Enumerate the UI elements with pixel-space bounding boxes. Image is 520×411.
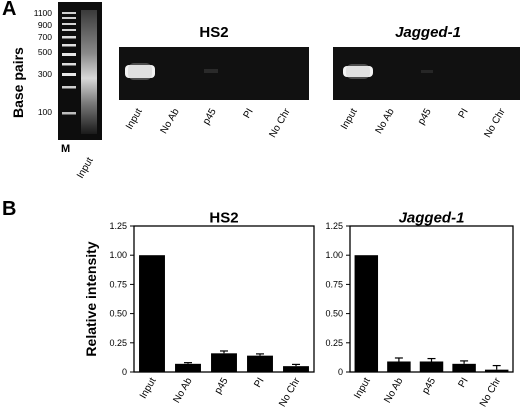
marker-tick-1100: 1100 — [33, 8, 52, 18]
gel-jagged-1-band-p45 — [421, 70, 433, 73]
ladder-lane-label-m: M — [61, 143, 71, 155]
chart-jagged-1-category-label-3: PI — [456, 376, 470, 390]
input-smear-lane — [81, 10, 97, 134]
chart-hs2: HS2 Relative intensity 0 0.25 0.50 0.75 1.00 1.… — [83, 210, 315, 409]
marker-tick-700: 700 — [37, 32, 52, 42]
chart-jagged-1-category-label-1: No Ab — [382, 376, 405, 405]
gel-hs2-lane-no-chr: No Chr — [267, 106, 293, 140]
gel-jagged-1-lane-no-ab: No Ab — [373, 106, 397, 136]
gel-hs2-lane-labels: Input No Ab p45 PI No Chr — [80, 104, 310, 164]
gel-title-jagged-1: Jagged-1 — [395, 24, 461, 41]
chart-jagged-1-ytick-label-3: 0.75 — [325, 279, 343, 289]
chart-hs2-ytick-label-4: 1.00 — [109, 250, 127, 260]
chart-jagged-1-title: Jagged-1 — [399, 210, 465, 226]
gel-jagged-1-lane-pi: PI — [456, 106, 471, 121]
chart-jagged-1-ytick-label-1: 0.25 — [325, 338, 343, 348]
chart-hs2-category-label-2: p45 — [213, 376, 231, 396]
gel-title-hs2: HS2 — [199, 24, 229, 41]
marker-tick-300: 300 — [37, 69, 52, 79]
gel-hs2-band-p45 — [204, 69, 218, 73]
panel-a-letter: A — [2, 0, 17, 20]
chart-jagged-1-ytick-label-0: 0 — [338, 367, 343, 377]
marker-tick-100: 100 — [37, 107, 52, 117]
chart-hs2-bar-1 — [175, 363, 201, 372]
chart-hs2-category-label-4: No Chr — [277, 375, 303, 409]
chart-jagged-1-bar-3 — [452, 363, 476, 372]
gel-hs2-lane-p45: p45 — [200, 106, 219, 127]
gel-jagged-1-band-input — [343, 66, 373, 77]
chart-hs2-bar-3 — [247, 355, 273, 372]
chart-hs2-title: HS2 — [209, 210, 238, 226]
ladder-bands — [62, 12, 76, 115]
chart-hs2-ytick-label-2: 0.50 — [109, 309, 127, 319]
chart-jagged-1-bar-4 — [484, 369, 509, 372]
bar-charts: HS2 Relative intensity 0 0.25 0.50 0.75 1.00 1.… — [83, 210, 514, 409]
chart-hs2-ytick-label-1: 0.25 — [109, 338, 127, 348]
chart-jagged-1-category-label-2: p45 — [420, 376, 438, 396]
gel-hs2 — [119, 47, 309, 100]
chart-jagged-1-bar-1 — [387, 361, 411, 372]
chart-hs2-ylabel: Relative intensity — [83, 241, 99, 356]
chart-jagged-1-ytick-label-5: 1.25 — [325, 221, 343, 231]
chart-hs2-ytick-label-3: 0.75 — [109, 279, 127, 289]
chart-hs2-category-label-1: No Ab — [171, 376, 194, 405]
chart-hs2-bar-2 — [211, 353, 237, 372]
marker-tick-500: 500 — [37, 47, 52, 57]
chart-hs2-bar-0 — [139, 255, 165, 372]
gel-jagged-1-lane-labels: Input No Ab p45 PI No Chr — [295, 104, 520, 164]
chart-hs2-category-label-3: PI — [252, 376, 266, 390]
chart-hs2-ytick-label-5: 1.25 — [109, 221, 127, 231]
chart-jagged-1-ytick-label-2: 0.50 — [325, 309, 343, 319]
gel-hs2-lane-pi: PI — [241, 106, 256, 121]
chart-jagged-1-bar-2 — [419, 361, 444, 372]
marker-tick-900: 900 — [37, 20, 52, 30]
chart-jagged-1-category-label-4: No Chr — [478, 375, 504, 409]
chart-hs2-category-label-0: Input — [138, 376, 159, 401]
chart-jagged-1: Jagged-1 0 0.25 0.50 0.75 1.00 1.25 Input No Ab p… — [325, 210, 514, 409]
chart-jagged-1-ytick-label-4: 1.00 — [325, 250, 343, 260]
gel-hs2-band-input — [125, 65, 155, 78]
chart-jagged-1-bar-0 — [354, 255, 379, 372]
marker-tick-labels: 1100 900 700 500 300 100 — [18, 0, 58, 140]
gel-hs2-lane-input: Input — [124, 106, 145, 132]
panel-b-letter: B — [2, 198, 17, 220]
gel-jagged-1-lane-input: Input — [339, 106, 360, 132]
gel-hs2-lane-no-ab: No Ab — [158, 106, 182, 136]
chart-hs2-ytick-label-0: 0 — [122, 367, 127, 377]
gel-jagged-1-lane-no-chr: No Chr — [482, 106, 508, 140]
chart-hs2-bar-4 — [283, 366, 309, 372]
ladder-gel — [58, 2, 102, 140]
chart-jagged-1-category-label-0: Input — [352, 376, 373, 401]
gel-jagged-1-lane-p45: p45 — [415, 106, 434, 127]
gel-jagged-1 — [333, 47, 520, 100]
